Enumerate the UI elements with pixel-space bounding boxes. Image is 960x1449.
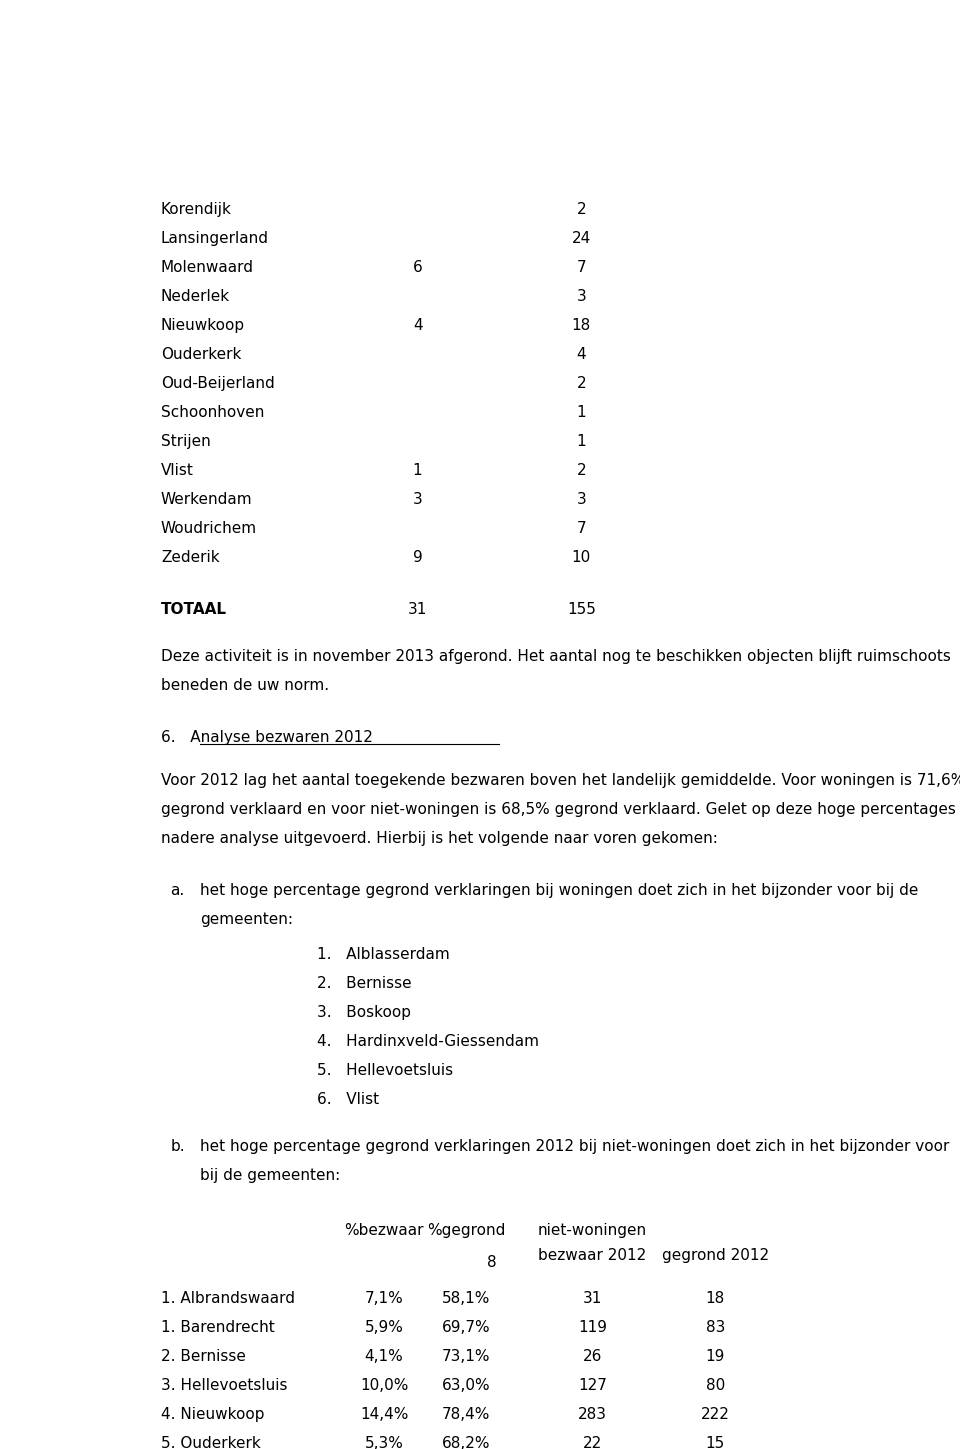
Text: TOTAAL: TOTAAL (161, 603, 227, 617)
Text: 119: 119 (578, 1320, 607, 1335)
Text: Strijen: Strijen (161, 433, 210, 449)
Text: 2. Bernisse: 2. Bernisse (161, 1349, 246, 1364)
Text: %gegrond: %gegrond (427, 1223, 505, 1237)
Text: 4: 4 (576, 346, 587, 362)
Text: Zederik: Zederik (161, 549, 220, 565)
Text: 2.   Bernisse: 2. Bernisse (317, 977, 412, 991)
Text: 3: 3 (576, 288, 587, 304)
Text: gegrond verklaard en voor niet-woningen is 68,5% gegrond verklaard. Gelet op dez: gegrond verklaard en voor niet-woningen … (161, 803, 960, 817)
Text: 2: 2 (576, 375, 587, 391)
Text: 4,1%: 4,1% (365, 1349, 403, 1364)
Text: a.: a. (171, 884, 185, 898)
Text: 1: 1 (576, 433, 587, 449)
Text: 63,0%: 63,0% (442, 1378, 491, 1392)
Text: 3: 3 (413, 491, 422, 507)
Text: beneden de uw norm.: beneden de uw norm. (161, 678, 329, 693)
Text: 4.   Hardinxveld-Giessendam: 4. Hardinxveld-Giessendam (317, 1035, 540, 1049)
Text: 78,4%: 78,4% (442, 1407, 491, 1421)
Text: 127: 127 (578, 1378, 607, 1392)
Text: 69,7%: 69,7% (442, 1320, 491, 1335)
Text: 15: 15 (706, 1436, 725, 1449)
Text: %bezwaar: %bezwaar (345, 1223, 424, 1237)
Text: Ouderkerk: Ouderkerk (161, 346, 241, 362)
Text: 1: 1 (576, 404, 587, 420)
Text: Deze activiteit is in november 2013 afgerond. Het aantal nog te beschikken objec: Deze activiteit is in november 2013 afge… (161, 649, 950, 664)
Text: 9: 9 (413, 549, 422, 565)
Text: bezwaar 2012: bezwaar 2012 (539, 1248, 647, 1262)
Text: nadere analyse uitgevoerd. Hierbij is het volgende naar voren gekomen:: nadere analyse uitgevoerd. Hierbij is he… (161, 832, 718, 846)
Text: Nieuwkoop: Nieuwkoop (161, 317, 245, 333)
Text: 31: 31 (583, 1291, 602, 1306)
Text: Oud-Beijerland: Oud-Beijerland (161, 375, 275, 391)
Text: 80: 80 (706, 1378, 725, 1392)
Text: Voor 2012 lag het aantal toegekende bezwaren boven het landelijk gemiddelde. Voo: Voor 2012 lag het aantal toegekende bezw… (161, 774, 960, 788)
Text: 10,0%: 10,0% (360, 1378, 408, 1392)
Text: 1. Barendrecht: 1. Barendrecht (161, 1320, 275, 1335)
Text: 7,1%: 7,1% (365, 1291, 403, 1306)
Text: 14,4%: 14,4% (360, 1407, 408, 1421)
Text: 6.   Analyse bezwaren 2012: 6. Analyse bezwaren 2012 (161, 730, 372, 745)
Text: Nederlek: Nederlek (161, 288, 230, 304)
Text: 2: 2 (576, 201, 587, 217)
Text: 83: 83 (706, 1320, 725, 1335)
Text: 58,1%: 58,1% (442, 1291, 491, 1306)
Text: 5,3%: 5,3% (365, 1436, 403, 1449)
Text: Lansingerland: Lansingerland (161, 230, 269, 246)
Text: 26: 26 (583, 1349, 602, 1364)
Text: 222: 222 (701, 1407, 730, 1421)
Text: 3: 3 (576, 491, 587, 507)
Text: 3. Hellevoetsluis: 3. Hellevoetsluis (161, 1378, 287, 1392)
Text: 7: 7 (576, 520, 587, 536)
Text: 10: 10 (571, 549, 591, 565)
Text: 5.   Hellevoetsluis: 5. Hellevoetsluis (317, 1064, 453, 1078)
Text: niet-woningen: niet-woningen (538, 1223, 647, 1237)
Text: Schoonhoven: Schoonhoven (161, 404, 264, 420)
Text: 155: 155 (566, 603, 596, 617)
Text: 18: 18 (706, 1291, 725, 1306)
Text: 68,2%: 68,2% (442, 1436, 491, 1449)
Text: 6.   Vlist: 6. Vlist (317, 1093, 379, 1107)
Text: 1: 1 (413, 462, 422, 478)
Text: b.: b. (171, 1139, 185, 1153)
Text: 4. Nieuwkoop: 4. Nieuwkoop (161, 1407, 264, 1421)
Text: gemeenten:: gemeenten: (201, 913, 294, 927)
Text: 4: 4 (413, 317, 422, 333)
Text: gegrond 2012: gegrond 2012 (661, 1248, 769, 1262)
Text: 31: 31 (408, 603, 427, 617)
Text: 5. Ouderkerk: 5. Ouderkerk (161, 1436, 261, 1449)
Text: 2: 2 (576, 462, 587, 478)
Text: 73,1%: 73,1% (442, 1349, 491, 1364)
Text: 6: 6 (413, 259, 422, 275)
Text: 1. Albrandswaard: 1. Albrandswaard (161, 1291, 295, 1306)
Text: Molenwaard: Molenwaard (161, 259, 253, 275)
Text: 8: 8 (487, 1255, 497, 1269)
Text: 24: 24 (571, 230, 591, 246)
Text: het hoge percentage gegrond verklaringen 2012 bij niet-woningen doet zich in het: het hoge percentage gegrond verklaringen… (201, 1139, 949, 1153)
Text: 7: 7 (576, 259, 587, 275)
Text: Korendijk: Korendijk (161, 201, 231, 217)
Text: 18: 18 (571, 317, 591, 333)
Text: 22: 22 (583, 1436, 602, 1449)
Text: Woudrichem: Woudrichem (161, 520, 257, 536)
Text: Werkendam: Werkendam (161, 491, 252, 507)
Text: 283: 283 (578, 1407, 607, 1421)
Text: 5,9%: 5,9% (365, 1320, 403, 1335)
Text: Vlist: Vlist (161, 462, 194, 478)
Text: 1.   Alblasserdam: 1. Alblasserdam (317, 948, 450, 962)
Text: het hoge percentage gegrond verklaringen bij woningen doet zich in het bijzonder: het hoge percentage gegrond verklaringen… (201, 884, 919, 898)
Text: 19: 19 (706, 1349, 725, 1364)
Text: bij de gemeenten:: bij de gemeenten: (201, 1168, 341, 1182)
Text: 3.   Boskoop: 3. Boskoop (317, 1006, 411, 1020)
